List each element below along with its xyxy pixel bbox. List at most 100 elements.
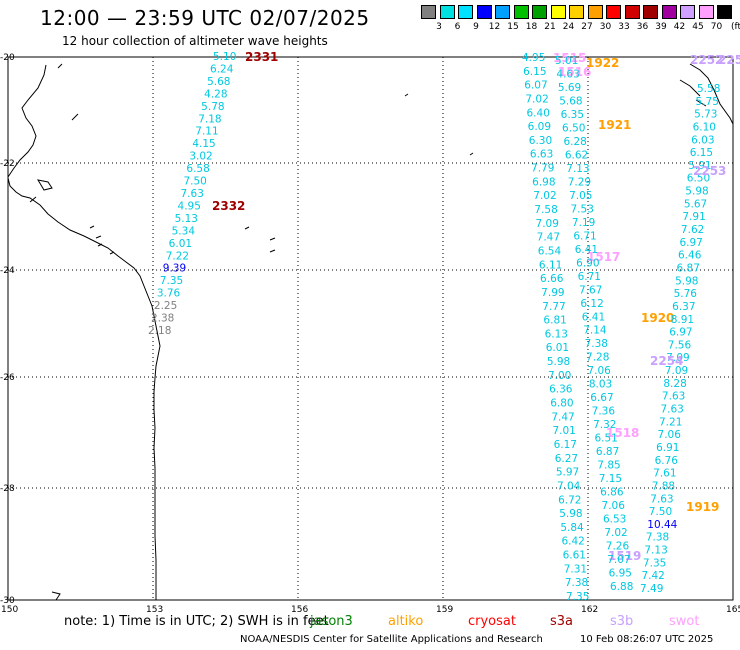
scale-label: 27 [581,22,593,32]
wave-height-value: 4.15 [192,138,215,150]
wave-height-value: 6.67 [590,392,613,404]
scale-label: 36 [636,22,649,32]
scale-swatch [643,5,658,19]
wave-height-value: 6.12 [580,298,603,310]
pass-time-label: 1922 [586,56,619,70]
wave-height-value: 7.00 [548,370,571,382]
wave-height-value: 7.47 [551,411,574,423]
generated-timestamp: 10 Feb 08:26:07 UTC 2025 [580,634,714,645]
wave-height-value: 5.01 [555,55,578,67]
wave-height-value: 6.97 [679,237,702,249]
wave-height-value: 5.91 [688,160,711,172]
wave-height-value: 7.04 [557,480,581,492]
scale-label: 33 [618,22,630,32]
wave-height-value: 5.98 [559,508,582,520]
wave-height-value: 6.95 [609,568,632,580]
wave-height-value: 6.53 [603,514,626,526]
wave-height-value: 7.42 [641,570,664,582]
wave-height-value: 4.28 [204,88,227,100]
wave-height-value: 6.40 [527,107,550,119]
scale-swatch [532,5,547,19]
wave-height-value: 6.42 [561,536,584,548]
island-shape [244,226,250,230]
wave-height-value: 7.35 [643,557,666,569]
scale-label: 6 [454,22,461,32]
wave-height-value: 7.15 [599,473,622,485]
wave-height-value: 5.10 [213,51,236,63]
wave-height-value: 7.14 [583,325,607,337]
west-track: 5.106.245.684.285.787.187.114.153.026.58… [148,51,236,337]
wave-height-value: 7.02 [525,93,548,105]
wave-height-value: 7.07 [607,554,630,566]
wave-height-value: 7.62 [681,224,704,236]
island-shape [89,225,95,229]
wave-height-value: 2.38 [151,313,174,325]
pass-time-label: 2331 [245,50,278,64]
wave-height-value: 7.53 [571,203,594,215]
lat-tick-label: -26 [0,373,15,383]
lon-tick-label: 153 [146,605,163,615]
scale-swatch [476,5,492,19]
wave-height-value: 6.63 [530,149,553,161]
wave-height-value: 6.41 [582,311,605,323]
wave-height-value: 7.56 [668,339,692,351]
wave-height-value: 5.76 [674,288,698,300]
wave-height-value: 6.46 [678,250,702,262]
wave-height-value: 7.29 [568,176,591,188]
credit-line: NOAA/NESDIS Center for Satellite Applica… [240,634,543,645]
scale-label: 39 [655,22,667,32]
legend-item-altiko: altiko [388,614,424,629]
wave-height-value: 7.26 [606,541,630,553]
wave-height-value: 6.15 [523,66,546,78]
wave-height-value: 7.49 [640,583,663,595]
wave-height-value: 7.11 [195,126,218,138]
wave-height-value: 6.71 [578,271,601,283]
wave-height-value: 6.17 [554,439,577,451]
wave-height-value: 6.87 [596,446,619,458]
wave-height-value: 7.13 [566,163,589,175]
wave-height-value: 6.80 [550,398,573,410]
australia-coastline [7,64,161,600]
island-shape [269,237,276,241]
wave-height-value: 6.37 [672,301,695,313]
scale-label: 70 [710,22,723,32]
island-shape [51,591,61,601]
island-shape [469,152,474,156]
lon-tick-label: 159 [436,605,453,615]
wave-height-value: 5.98 [675,275,698,287]
wave-height-value: 7.35 [566,591,589,603]
wave-height-value: 5.69 [558,82,581,94]
wave-height-value: 7.09 [666,352,689,364]
wave-height-value: 7.28 [586,352,609,364]
pass-time-label: 1518 [606,426,639,440]
pass-time-label: 1519 [608,549,641,563]
wave-height-value: 7.22 [166,250,189,262]
wave-height-value: 5.98 [685,186,708,198]
wave-height-value: 6.10 [693,121,716,133]
wave-height-value: 4.95 [522,52,545,64]
wave-height-value: 7.61 [653,468,676,480]
scale-swatch [513,5,529,19]
scale-unit: (ft) [731,22,740,32]
wave-height-value: 7.19 [572,217,595,229]
wave-height-value: 7.85 [597,460,620,472]
pass-time-label: 2254 [650,354,683,368]
scale-swatch [550,5,566,19]
wave-height-value: 6.15 [690,147,713,159]
east-track-c: 5.585.755.736.106.036.155.916.505.985.67… [640,83,720,595]
wave-height-value: 5.75 [696,96,719,108]
wave-height-value: 7.63 [181,188,204,200]
island-shape [95,235,102,239]
wave-height-value: 4.63 [556,68,579,80]
wave-height-value: 7.09 [665,365,688,377]
legend-item-swot: swot [669,614,700,629]
wave-height-value: 3.02 [189,151,212,163]
lat-tick-label: -20 [0,53,15,63]
wave-height-value: 7.50 [649,506,672,518]
wave-height-value: 7.21 [659,416,682,428]
pass-time-label: 1921 [598,118,631,132]
wave-height-value: 7.63 [662,391,685,403]
